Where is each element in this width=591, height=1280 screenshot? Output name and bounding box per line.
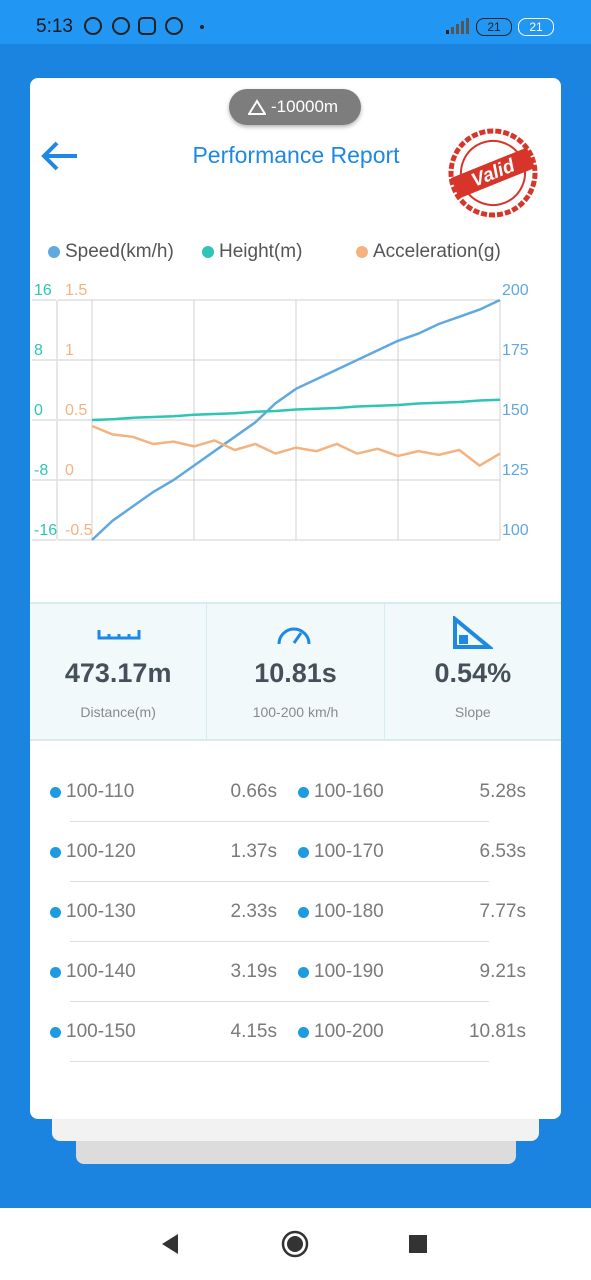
valid-stamp: Valid	[448, 128, 538, 218]
legend-label: Acceleration(g)	[373, 241, 501, 262]
split-dot	[298, 907, 309, 918]
stat-value: 0.54%	[434, 658, 512, 688]
legend-label: Height(m)	[219, 241, 302, 262]
speed-icon	[277, 627, 311, 645]
y2-tick-label: 150	[502, 402, 529, 419]
separator	[70, 881, 489, 882]
y3-tick-label: 0.5	[65, 402, 87, 419]
split-range: 100-120	[66, 841, 136, 862]
stat-value: 473.17m	[64, 658, 172, 688]
chart: 16 8 0 -8 -16 1.5 1 0.5 0 -0.5 200 175 150 125 100 Spee…	[32, 241, 529, 541]
split-dot	[298, 1027, 309, 1038]
split-dot	[298, 847, 309, 858]
y2-tick-label: 100	[502, 522, 529, 539]
stat-cell: 0.54% Slope	[385, 604, 561, 739]
split-time: 10.81s	[468, 1021, 526, 1042]
slope-icon	[452, 616, 493, 649]
report-card	[30, 78, 561, 1119]
altitude-pill: -10000m	[229, 89, 361, 125]
split-range: 100-170	[314, 841, 384, 862]
legend-dot	[356, 246, 368, 258]
mountain-icon	[248, 99, 266, 115]
stat-label: Distance(m)	[80, 704, 156, 720]
card-shadow	[76, 1141, 516, 1164]
status-icons	[84, 17, 204, 35]
altitude: -10000m	[271, 97, 339, 116]
nav-back[interactable]	[160, 1232, 180, 1256]
split-time: 3.19s	[230, 961, 277, 982]
y2-tick-label: 200	[502, 282, 529, 299]
split-time: 2.33s	[230, 901, 277, 922]
y3-tick-label: -0.5	[65, 522, 93, 539]
legend-dot	[48, 246, 60, 258]
distance-icon	[97, 630, 141, 640]
nav-home[interactable]	[281, 1230, 309, 1258]
split-time: 5.28s	[479, 781, 526, 802]
split-dot	[50, 907, 61, 918]
split-range: 100-130	[66, 901, 136, 922]
stats-panel: 473.17m Distance(m) 10.81s 100-200 km/h …	[30, 602, 561, 741]
y2-tick-label: 125	[502, 462, 529, 479]
y3-tick-label: 0	[65, 462, 74, 479]
y-tick-label: -8	[34, 462, 48, 479]
series-line	[91, 298, 501, 541]
split-dot	[298, 787, 309, 798]
stat-cell: 473.17m Distance(m)	[30, 604, 208, 739]
split-dot	[50, 847, 61, 858]
split-dot	[50, 967, 61, 978]
battery: 21	[476, 18, 512, 36]
page-title: Performance Report	[192, 142, 400, 168]
split-range: 100-150	[66, 1021, 136, 1042]
split-dot	[50, 787, 61, 798]
legend-dot	[202, 246, 214, 258]
split-time: 6.53s	[479, 841, 526, 862]
back-button[interactable]	[40, 140, 80, 174]
signal	[446, 18, 469, 34]
y-tick-label: -16	[34, 522, 57, 539]
battery-alt: 21	[518, 18, 554, 36]
split-time: 4.15s	[230, 1021, 277, 1042]
stat-cell: 10.81s 100-200 km/h	[207, 604, 385, 739]
split-time: 9.21s	[479, 961, 526, 982]
stat-value: 10.81s	[254, 658, 337, 688]
separator	[70, 1061, 489, 1062]
split-range: 100-180	[314, 901, 384, 922]
y3-tick-label: 1	[65, 342, 74, 359]
clock: 5:13	[36, 16, 73, 37]
nav-bar	[0, 1208, 591, 1280]
split-time: 7.77s	[479, 901, 526, 922]
split-time: 0.66s	[230, 781, 277, 802]
separator	[70, 1001, 489, 1002]
status-bar: 5:13 21 21	[0, 0, 591, 44]
split-range: 100-160	[314, 781, 384, 802]
separator	[70, 821, 489, 822]
split-dot	[298, 967, 309, 978]
split-range: 100-190	[314, 961, 384, 982]
nav-recent[interactable]	[408, 1234, 428, 1254]
stat-label: Slope	[454, 704, 491, 720]
y-tick-label: 0	[34, 402, 43, 419]
y2-tick-label: 175	[502, 342, 529, 359]
split-dot	[50, 1027, 61, 1038]
legend-label: Speed(km/h)	[65, 241, 174, 262]
split-range: 100-140	[66, 961, 136, 982]
split-range: 100-110	[66, 781, 135, 802]
y-tick-label: 8	[34, 342, 43, 359]
series-line	[91, 424, 501, 468]
y3-tick-label: 1.5	[65, 282, 87, 299]
y-tick-label: 16	[34, 282, 52, 299]
separator	[70, 941, 489, 942]
series-line	[91, 398, 501, 422]
split-range: 100-200	[314, 1021, 384, 1042]
stat-label: 100-200 km/h	[252, 704, 339, 720]
split-time: 1.37s	[230, 841, 277, 862]
